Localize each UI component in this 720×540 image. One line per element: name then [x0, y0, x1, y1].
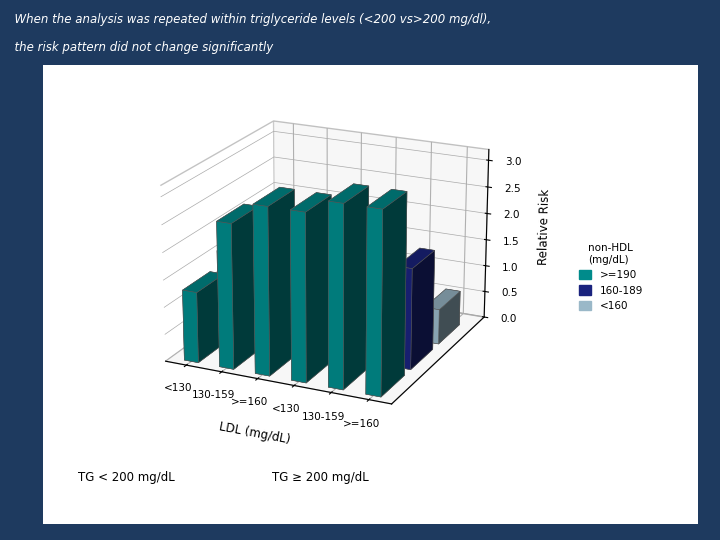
Text: When the analysis was repeated within triglyceride levels (<200 vs>200 mg/dl),: When the analysis was repeated within tr…: [7, 14, 491, 26]
Legend: >=190, 160-189, <160: >=190, 160-189, <160: [575, 240, 646, 314]
Text: the risk pattern did not change significantly: the risk pattern did not change signific…: [7, 40, 274, 53]
Text: TG < 200 mg/dL: TG < 200 mg/dL: [78, 471, 174, 484]
X-axis label: LDL (mg/dL): LDL (mg/dL): [218, 420, 291, 447]
Text: TG ≥ 200 mg/dL: TG ≥ 200 mg/dL: [272, 471, 369, 484]
